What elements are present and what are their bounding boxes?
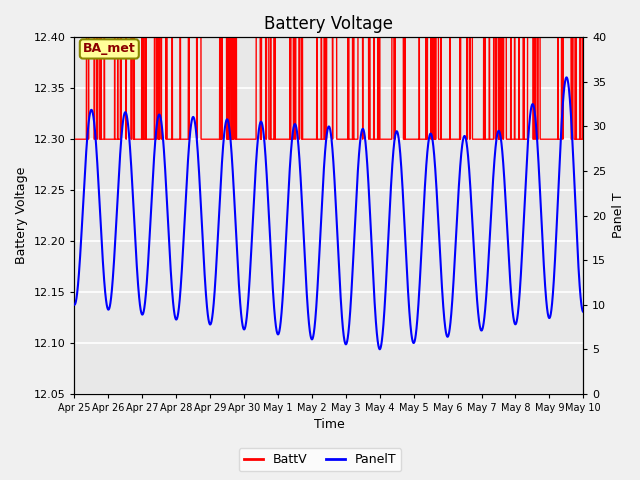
Text: BA_met: BA_met	[83, 42, 136, 55]
Y-axis label: Battery Voltage: Battery Voltage	[15, 167, 28, 264]
Legend: BattV, PanelT: BattV, PanelT	[239, 448, 401, 471]
Y-axis label: Panel T: Panel T	[612, 193, 625, 239]
Title: Battery Voltage: Battery Voltage	[264, 15, 394, 33]
X-axis label: Time: Time	[314, 419, 344, 432]
